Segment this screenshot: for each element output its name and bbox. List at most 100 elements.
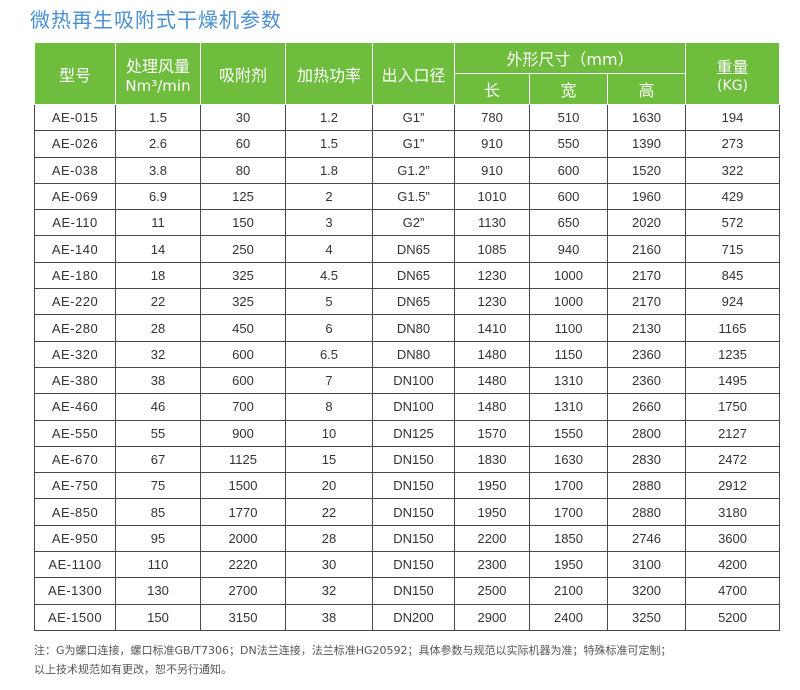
cell-width: 1310	[529, 366, 608, 395]
cell-length: 1230	[454, 261, 530, 290]
cell-model: AE-038	[34, 156, 116, 184]
table-row: AE-038 3.8 80 1.8 G1.2” 910 600 1520 322	[34, 156, 781, 184]
cell-airflow: 18	[115, 261, 201, 290]
table-row: AE-140 14 250 4 DN65 1085 940 2160 715	[34, 235, 781, 263]
cell-width: 940	[529, 235, 608, 263]
cell-height: 1390	[606, 130, 687, 158]
cell-length: 1830	[454, 445, 530, 474]
cell-heating-power: 1.8	[285, 156, 373, 184]
cell-port-diameter: DN150	[372, 445, 455, 474]
spec-table-body: AE-015 1.5 30 1.2 G1” 780 510 1630 194 AE-026 2.6 6…	[34, 103, 781, 631]
cell-port-diameter: DN65	[372, 288, 455, 316]
cell-port-diameter: G2”	[372, 209, 455, 237]
cell-airflow: 46	[115, 393, 201, 421]
cell-width: 550	[529, 130, 608, 158]
cell-heating-power: 15	[285, 445, 373, 474]
header-height: 高	[606, 73, 687, 105]
cell-length: 1010	[454, 182, 530, 211]
cell-weight: 715	[685, 235, 781, 263]
cell-height: 2660	[606, 393, 687, 421]
cell-heating-power: 4	[285, 235, 373, 263]
cell-airflow: 32	[115, 340, 201, 368]
header-port-diameter: 出入口径	[372, 42, 455, 105]
cell-airflow: 6.9	[115, 182, 201, 211]
header-airflow-label: 处理风量	[125, 56, 190, 76]
cell-heating-power: 38	[285, 603, 373, 631]
cell-heating-power: 2	[285, 182, 373, 211]
cell-height: 2020	[606, 209, 687, 237]
cell-airflow: 130	[115, 577, 201, 605]
cell-weight: 322	[685, 156, 781, 184]
table-row: AE-380 38 600 7 DN100 1480 1310 2360 1495	[34, 366, 781, 395]
header-adsorbent: 吸附剂	[200, 42, 286, 105]
cell-weight: 1750	[685, 393, 781, 421]
cell-model: AE-950	[34, 524, 116, 553]
cell-height: 1520	[606, 156, 687, 184]
cell-airflow: 110	[115, 551, 201, 579]
table-row: AE-460 46 700 8 DN100 1480 1310 2660 1750	[34, 393, 781, 421]
cell-heating-power: 7	[285, 366, 373, 395]
table-row: AE-180 18 325 4.5 DN65 1230 1000 2170 845	[34, 261, 781, 290]
cell-adsorbent: 325	[200, 288, 286, 316]
cell-airflow: 67	[115, 445, 201, 474]
cell-adsorbent: 150	[200, 209, 286, 237]
cell-height: 3100	[606, 551, 687, 579]
cell-heating-power: 30	[285, 551, 373, 579]
cell-length: 1410	[454, 314, 530, 342]
cell-model: AE-1500	[34, 603, 116, 631]
cell-model: AE-550	[34, 419, 116, 447]
cell-height: 2830	[606, 445, 687, 474]
header-weight-unit: (KG)	[717, 77, 748, 94]
cell-height: 2746	[606, 524, 687, 553]
cell-weight: 2472	[685, 445, 781, 474]
cell-airflow: 75	[115, 472, 201, 500]
cell-length: 2500	[454, 577, 530, 605]
cell-airflow: 14	[115, 235, 201, 263]
cell-port-diameter: DN65	[372, 261, 455, 290]
cell-width: 1700	[529, 472, 608, 500]
header-airflow-unit: Nm³/min	[125, 76, 191, 95]
cell-adsorbent: 30	[200, 103, 286, 132]
cell-width: 1950	[529, 551, 608, 579]
cell-length: 910	[454, 156, 530, 184]
cell-model: AE-180	[34, 261, 116, 290]
cell-heating-power: 4.5	[285, 261, 373, 290]
cell-adsorbent: 325	[200, 261, 286, 290]
cell-width: 1310	[529, 393, 608, 421]
cell-airflow: 85	[115, 498, 201, 526]
cell-model: AE-850	[34, 498, 116, 526]
cell-width: 2100	[529, 577, 608, 605]
cell-width: 2400	[529, 603, 608, 631]
cell-width: 650	[529, 209, 608, 237]
cell-heating-power: 28	[285, 524, 373, 553]
cell-heating-power: 20	[285, 472, 373, 500]
cell-adsorbent: 60	[200, 130, 286, 158]
cell-heating-power: 32	[285, 577, 373, 605]
cell-height: 3200	[606, 577, 687, 605]
cell-model: AE-750	[34, 472, 116, 500]
cell-width: 1700	[529, 498, 608, 526]
cell-model: AE-140	[34, 235, 116, 263]
cell-adsorbent: 1125	[200, 445, 286, 474]
cell-adsorbent: 1500	[200, 472, 286, 500]
cell-length: 1085	[454, 235, 530, 263]
footnote: 注：G为螺口连接，螺口标准GB/T7306；DN法兰连接，法兰标准HG20592…	[34, 641, 672, 679]
header-model: 型号	[34, 42, 116, 105]
footnote-line-1: 注：G为螺口连接，螺口标准GB/T7306；DN法兰连接，法兰标准HG20592…	[34, 644, 672, 657]
cell-height: 2130	[606, 314, 687, 342]
cell-port-diameter: DN80	[372, 314, 455, 342]
table-row: AE-850 85 1770 22 DN150 1950 1700 2880 3180	[34, 498, 781, 526]
table-row: AE-015 1.5 30 1.2 G1” 780 510 1630 194	[34, 103, 781, 132]
table-row: AE-1300 130 2700 32 DN150 2500 2100 3200 4700	[34, 577, 781, 605]
table-row: AE-550 55 900 10 DN125 1570 1550 2800 2127	[34, 419, 781, 447]
cell-height: 3250	[606, 603, 687, 631]
cell-weight: 194	[685, 103, 781, 132]
table-row: AE-950 95 2000 28 DN150 2200 1850 2746 3600	[34, 524, 781, 553]
cell-heating-power: 22	[285, 498, 373, 526]
cell-adsorbent: 1770	[200, 498, 286, 526]
cell-model: AE-026	[34, 130, 116, 158]
cell-port-diameter: G1”	[372, 103, 455, 132]
cell-height: 2800	[606, 419, 687, 447]
cell-weight: 4700	[685, 577, 781, 605]
cell-heating-power: 8	[285, 393, 373, 421]
